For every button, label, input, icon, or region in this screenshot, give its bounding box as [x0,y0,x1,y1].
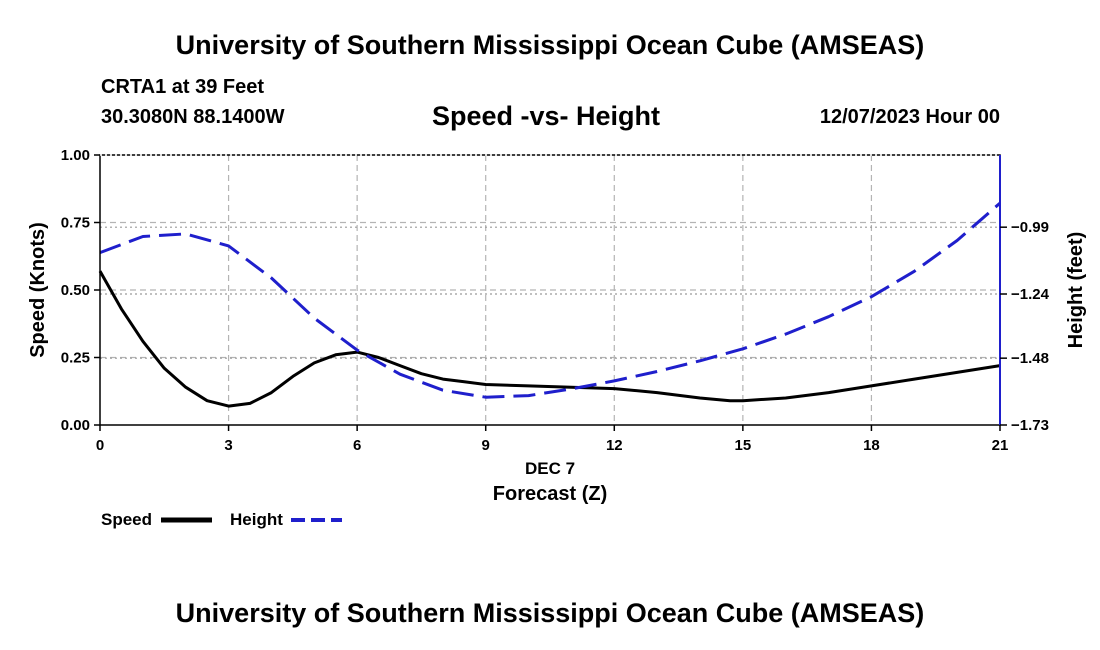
chart-main-title: University of Southern Mississippi Ocean… [175,30,925,60]
x-tick-label: 15 [735,437,752,454]
legend-speed-label: Speed [101,510,152,529]
x-tick-label: 9 [482,437,490,454]
x-tick-label: 12 [606,437,623,454]
y2-tick-label: −1.24 [1011,286,1050,303]
y2-tick-label: −1.73 [1011,417,1049,434]
y2-axis-label: Height (feet) [1065,232,1087,349]
station-label: CRTA1 at 39 Feet [101,76,265,98]
grid-lines [100,155,1000,425]
speed-series-line [98,270,1001,408]
plot-title: Speed -vs- Height [432,101,661,131]
height-series-line [99,201,1001,399]
datetime-label: 12/07/2023 Hour 00 [819,106,1000,128]
y-tick-label: 0.50 [61,282,90,299]
y-tick-label: 0.25 [61,350,90,367]
x-tick-label: 3 [224,437,232,454]
x-tick-label: 0 [96,437,104,454]
x-tick-label: 6 [353,437,361,454]
y-tick-label: 0.75 [61,215,90,232]
x-axis-date-label: DEC 7 [525,459,575,478]
legend: Speed Height [101,510,342,529]
footer-title: University of Southern Mississippi Ocean… [175,598,925,628]
x-axis-label: Forecast (Z) [493,483,607,505]
y-tick-label: 1.00 [61,147,90,164]
y2-tick-label: −1.48 [1011,350,1049,367]
y2-tick-label: −0.99 [1011,219,1049,236]
axis-ticks: 0 3 6 9 12 15 18 21 0.00 0.25 0.50 0.75 1.00 −1.73 −1.… [61,147,1050,454]
y-tick-label: 0.00 [61,417,90,434]
series-layer [98,201,1001,408]
x-tick-label: 21 [992,437,1009,454]
y-axis-label: Speed (Knots) [27,222,49,358]
legend-height-label: Height [230,510,283,529]
location-label: 30.3080N 88.1400W [101,106,285,128]
x-tick-label: 18 [863,437,880,454]
